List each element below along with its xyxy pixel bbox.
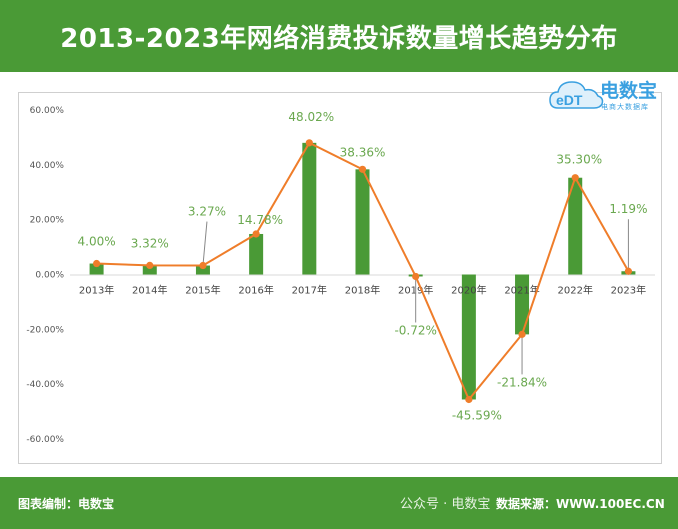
data-label: -0.72%	[394, 323, 436, 337]
x-axis-labels: 2013年 2014年 2015年 2016年 2017年 2018年 2019年 2020年…	[79, 284, 646, 297]
footer-banner: 图表编制：电数宝 公众号 · 电数宝 数据来源：WWW.100EC.CN	[0, 477, 678, 529]
trend-points	[92, 139, 633, 404]
bar	[195, 265, 210, 275]
y-tick-label: 20.00%	[30, 216, 65, 226]
trend-point	[146, 261, 154, 269]
bar	[142, 265, 157, 275]
x-tick-label: 2015年	[185, 284, 220, 297]
bar	[461, 274, 476, 400]
trend-point	[92, 259, 101, 268]
trend-point	[518, 330, 526, 338]
y-tick-label: 0.00%	[35, 271, 64, 281]
x-tick-label: 2013年	[79, 284, 114, 297]
chart: 60.00% 40.00% 20.00% 0.00% -20.00% -40.00% -60…	[26, 106, 655, 445]
data-label: 38.36%	[340, 145, 386, 159]
footer-source: 数据来源：WWW.100EC.CN	[496, 497, 665, 511]
cloud-logo-icon: eDT	[549, 81, 604, 109]
x-tick-label: 2023年	[611, 284, 646, 297]
y-axis: 60.00% 40.00% 20.00% 0.00% -20.00% -40.00% -60…	[26, 106, 64, 445]
data-label: 3.27%	[188, 205, 226, 219]
logo-subtitle: 电商大数据库	[601, 103, 649, 111]
leader-lines	[202, 219, 629, 375]
x-tick-label: 2017年	[292, 284, 327, 297]
y-tick-label: 40.00%	[30, 161, 65, 171]
trend-point	[358, 165, 367, 173]
x-tick-label: 2014年	[132, 284, 167, 297]
trend-point	[465, 395, 473, 404]
trend-point	[571, 174, 579, 182]
y-tick-label: -20.00%	[26, 325, 64, 335]
leader-line	[202, 221, 208, 266]
header-banner: 2013-2023年网络消费投诉数量增长趋势分布	[0, 0, 678, 72]
chart-frame	[18, 92, 662, 464]
data-label: 35.30%	[556, 153, 602, 167]
y-tick-label: -40.00%	[26, 380, 64, 390]
data-label: -21.84%	[497, 375, 547, 389]
bar	[302, 142, 317, 275]
logo-mark: eDT	[556, 92, 583, 108]
trend-point	[412, 272, 420, 281]
bar-series	[89, 142, 636, 400]
data-label: -45.59%	[452, 408, 502, 422]
data-label: 4.00%	[78, 235, 116, 249]
bar	[89, 263, 104, 275]
x-tick-label: 2021年	[504, 284, 539, 297]
data-label: 3.32%	[131, 236, 169, 250]
brand-logo: eDT 电数宝 电商大数据库	[548, 72, 676, 120]
trend-point	[305, 139, 313, 147]
x-tick-label: 2016年	[238, 284, 273, 297]
trend-point	[199, 261, 207, 270]
data-labels: 4.00% 3.32% 3.27% 14.78% 48.02% 38.36% -0.72% -…	[78, 110, 648, 423]
y-tick-label: 60.00%	[30, 106, 65, 116]
data-label: 1.19%	[609, 202, 647, 216]
bar	[515, 274, 530, 335]
bar	[355, 169, 370, 275]
y-tick-label: -60.00%	[26, 435, 64, 445]
footer-credit: 图表编制：电数宝	[18, 497, 115, 511]
trend-point	[624, 267, 633, 275]
data-label: 14.78%	[237, 213, 283, 227]
footer-watermark: 公众号 · 电数宝	[400, 497, 491, 512]
trend-point	[252, 230, 260, 238]
x-tick-label: 2022年	[558, 284, 593, 297]
data-label: 48.02%	[288, 110, 334, 124]
bar	[249, 233, 264, 275]
x-tick-label: 2020年	[451, 284, 486, 297]
page-title: 2013-2023年网络消费投诉数量增长趋势分布	[60, 23, 618, 54]
bar	[568, 177, 583, 275]
x-tick-label: 2018年	[345, 284, 380, 297]
logo-name: 电数宝	[600, 80, 658, 102]
